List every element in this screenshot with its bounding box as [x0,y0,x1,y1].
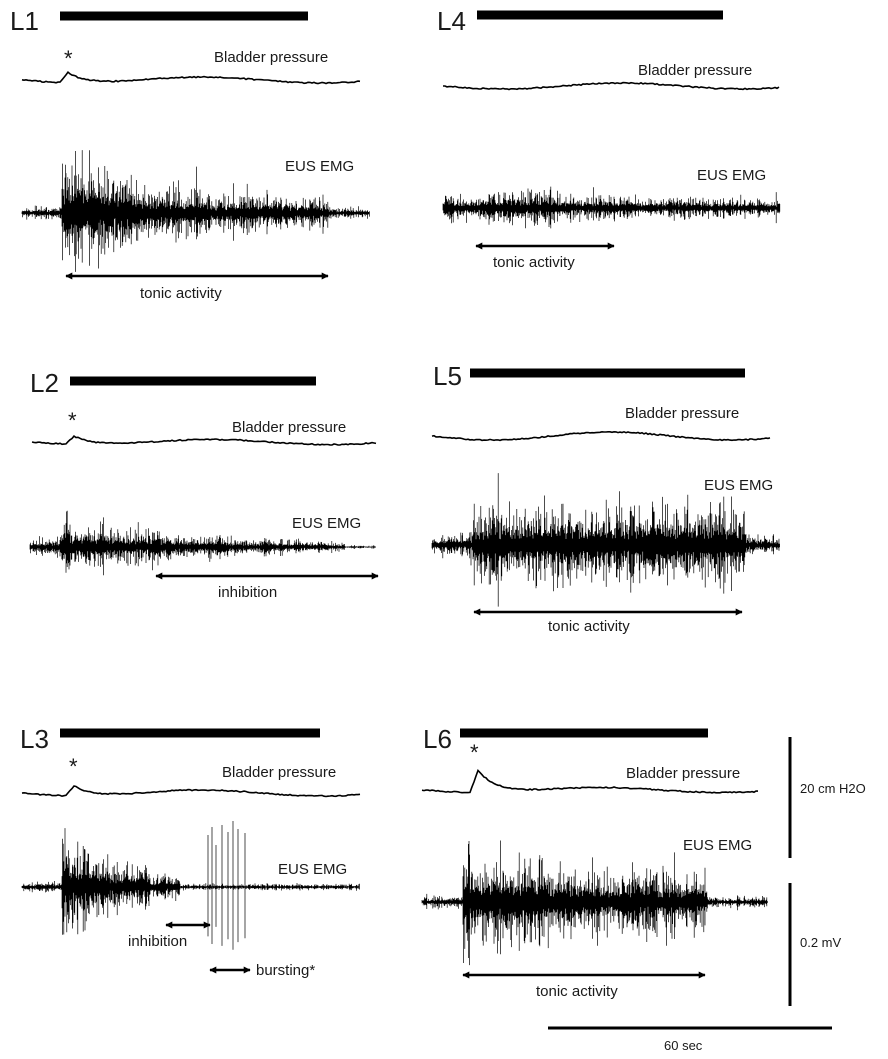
emg-waveform [421,840,768,966]
panel-label: L2 [30,368,59,398]
emg-trace [29,510,376,576]
peak-asterisk: * [68,408,77,433]
bladder-pressure-label: Bladder pressure [232,419,346,436]
annotation-label: inhibition [128,933,187,950]
emg-waveform [29,510,376,576]
emg-label: EUS EMG [697,167,766,184]
bladder-pressure-label: Bladder pressure [625,405,739,422]
voltage-scale-label: 0.2 mV [800,935,842,950]
panel-label: L1 [10,6,39,36]
panel-label: L4 [437,6,466,36]
emg-waveform [21,150,370,272]
emg-waveform [21,821,360,950]
pressure-scale-label: 20 cm H2O [800,781,866,796]
bladder-pressure-trace [431,430,771,442]
bladder-pressure-label: Bladder pressure [222,764,336,781]
panel-L4: L4 Bladder pressure EUS EMG tonic activi… [437,6,781,271]
bladder-pressure-trace [21,785,361,798]
panel-label: L3 [20,724,49,754]
bladder-pressure-label: Bladder pressure [638,62,752,79]
emg-label: EUS EMG [292,515,361,532]
annotation-label: inhibition [218,584,277,601]
emg-label: EUS EMG [683,837,752,854]
panel-label: L6 [423,724,452,754]
emg-trace [421,840,768,966]
emg-waveform [431,473,780,607]
panel-L2: L2 * Bladder pressure EUS EMG inhibition [29,368,379,601]
panel-label: L5 [433,361,462,391]
emg-trace [21,821,360,950]
panel-L3: L3 * Bladder pressure EUS EMG inhibition… [20,724,361,979]
bladder-pressure-trace [443,81,780,91]
bladder-pressure-trace [21,71,361,85]
peak-asterisk: * [470,740,479,765]
emg-trace [431,473,780,607]
panel-L6: L6 * Bladder pressure EUS EMG tonic acti… [421,724,768,1000]
annotation-label: tonic activity [536,983,618,1000]
time-scale-label: 60 sec [664,1038,703,1053]
annotation-label: tonic activity [140,285,222,302]
emg-waveform [442,186,781,229]
peak-asterisk: * [69,754,78,779]
annotation-label: tonic activity [493,254,575,271]
annotation-label: tonic activity [548,618,630,635]
scale-bars: 20 cm H2O 0.2 mV 60 sec [548,737,866,1053]
panel-L5: L5 Bladder pressure EUS EMG tonic activi… [431,361,780,635]
emg-trace [21,150,370,272]
bladder-pressure-label: Bladder pressure [626,765,740,782]
emg-label: EUS EMG [704,477,773,494]
emg-trace [442,186,781,229]
bladder-pressure-trace [421,769,758,794]
bladder-pressure-label: Bladder pressure [214,49,328,66]
annotation-label: bursting* [256,962,315,979]
bladder-pressure-trace [31,435,377,446]
emg-label: EUS EMG [278,861,347,878]
panel-L1: L1 * Bladder pressure EUS EMG tonic acti… [10,6,370,302]
emg-label: EUS EMG [285,158,354,175]
peak-asterisk: * [64,46,73,71]
